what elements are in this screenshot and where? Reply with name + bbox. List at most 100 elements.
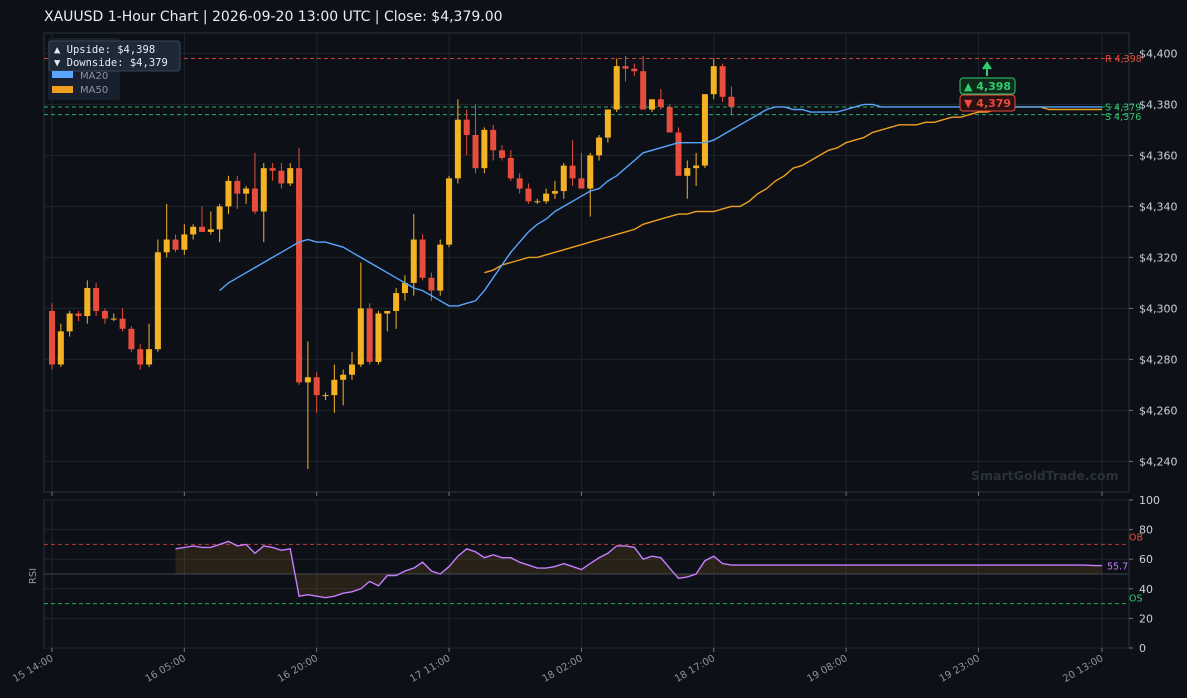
candle-body [322, 395, 329, 397]
candle-body [596, 137, 603, 156]
candle-body [534, 201, 541, 203]
rsi-tick-label: 40 [1139, 583, 1153, 596]
support-level-label: S 4,379 [1105, 102, 1141, 113]
x-tick-label: 19 08:00 [805, 653, 849, 685]
rsi-tick-label: 80 [1139, 524, 1153, 537]
candle-body [243, 188, 250, 194]
candle-body [260, 168, 267, 212]
candle-body [137, 349, 144, 365]
candle-body [313, 377, 320, 396]
price-tick-label: $4,340 [1139, 200, 1178, 213]
candle-body [366, 308, 373, 362]
candle-body [446, 178, 453, 245]
resistance-level-label: R 4,398 [1105, 54, 1142, 65]
candle-body [304, 377, 311, 383]
candle-body [119, 318, 126, 329]
candle-body [375, 313, 382, 362]
candle-body [181, 234, 188, 250]
x-tick-label: 17 11:00 [408, 653, 452, 685]
rsi-indicator: OB OS 55.7 [44, 532, 1143, 605]
candle-body [701, 94, 708, 166]
candle-body [684, 168, 691, 176]
candle-body [296, 168, 303, 383]
candle-body [172, 239, 179, 250]
candle-body [578, 178, 585, 189]
up-arrow-icon [982, 61, 992, 76]
candle-body [251, 188, 258, 212]
target-badges: ▲ 4,398 ▼ 4,379 [959, 61, 1016, 112]
price-tick-label: $4,320 [1139, 251, 1178, 264]
candle-body [622, 66, 629, 69]
candle-body [463, 119, 470, 135]
x-tick-label: 15 14:00 [11, 653, 55, 685]
ma50-legend-label: MA50 [80, 85, 108, 96]
ma20-legend-label: MA20 [80, 71, 108, 82]
candle-body [560, 165, 567, 192]
price-gridlines [44, 33, 1129, 492]
upside-label: ▲ Upside: $4,398 [54, 44, 155, 56]
candle-body [401, 282, 408, 294]
candle-body [454, 119, 461, 179]
candle-body [234, 180, 241, 194]
candle-body [525, 188, 532, 202]
candle-body [66, 313, 73, 332]
rsi-tick-label: 0 [1139, 642, 1146, 655]
candle-body [437, 244, 444, 291]
watermark: SmartGoldTrade.com [971, 468, 1119, 483]
candle-body [199, 226, 205, 232]
x-tick-label: 16 20:00 [276, 653, 320, 685]
price-tick-label: $4,240 [1139, 455, 1178, 468]
candle-body [128, 328, 135, 350]
rsi-gridlines: 0 20 40 60 80 100 [44, 494, 1160, 655]
candle-body [190, 226, 197, 235]
candle-body [481, 129, 488, 169]
candle-body [640, 71, 647, 110]
ma50-swatch [52, 86, 73, 93]
downside-badge-label: ▼ 4,379 [964, 97, 1011, 110]
candle-body [84, 288, 91, 317]
upside-badge-label: ▲ 4,398 [964, 80, 1011, 93]
candle-body [146, 349, 153, 365]
candle-body [569, 165, 576, 179]
upside-downside-box [48, 40, 181, 72]
candle-body [666, 106, 673, 133]
candle-body [75, 313, 82, 317]
rsi-os-label: OS [1129, 594, 1143, 605]
rsi-axis-label: RSI [28, 568, 39, 584]
candle-body [154, 252, 161, 350]
candlesticks [49, 55, 735, 470]
candle-body [384, 310, 391, 314]
candle-body [507, 157, 514, 179]
candle-body [649, 99, 655, 110]
candle-body [499, 150, 505, 158]
candle-body [393, 293, 400, 311]
x-tick-label: 19 23:00 [938, 653, 982, 685]
price-tick-label: $4,300 [1139, 302, 1178, 315]
candle-body [49, 310, 55, 365]
candle-body [419, 239, 426, 278]
candle-body [340, 374, 347, 380]
candle-body [278, 170, 285, 184]
candle-body [269, 168, 276, 171]
rsi-fill [175, 541, 1102, 598]
price-tick-label: $4,280 [1139, 353, 1178, 366]
candle-body [349, 364, 355, 375]
candle-body [587, 155, 594, 189]
candle-body [101, 310, 108, 319]
candle-body [331, 379, 338, 396]
candle-body [675, 132, 682, 176]
rsi-line [175, 540, 1102, 599]
downside-label: ▼ Downside: $4,379 [54, 57, 168, 69]
ma20-swatch [52, 71, 73, 78]
candle-body [719, 66, 726, 97]
price-tick-label: $4,360 [1139, 149, 1178, 162]
rsi-ob-label: OB [1129, 532, 1143, 543]
x-tick-label: 18 17:00 [673, 653, 717, 685]
candle-body [551, 191, 558, 194]
x-tick-label: 20 13:00 [1061, 653, 1105, 685]
candle-body [110, 318, 117, 320]
candle-body [631, 68, 638, 72]
rsi-tick-label: 100 [1139, 494, 1160, 507]
candle-body [93, 288, 100, 311]
candle-body [225, 180, 232, 207]
